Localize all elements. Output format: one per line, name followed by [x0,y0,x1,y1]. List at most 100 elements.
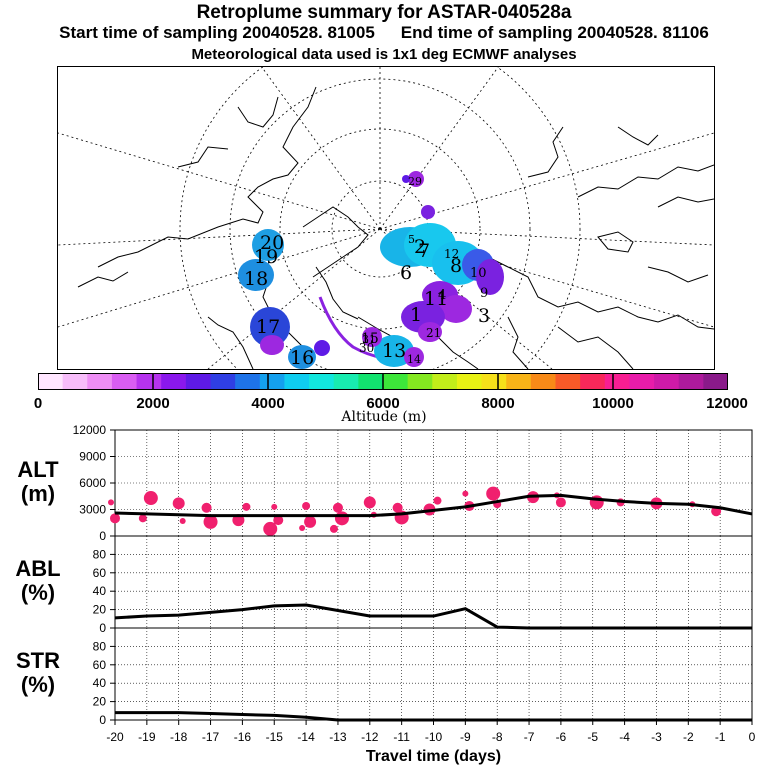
x-tick-label: -12 [361,730,379,744]
colorbar-swatch [87,373,113,390]
met-data-label: Meteorological data used is 1x1 deg ECMW… [191,46,577,63]
colorbar-swatch [62,373,88,390]
plume-label-29: 29 [408,175,422,188]
colorbar-tick: 0 [33,395,43,412]
altitude-dot [242,502,251,511]
x-tick-label: -7 [524,730,535,744]
plume-label-16: 16 [290,347,314,369]
x-tick-label: -1 [715,730,726,744]
plume-blob-17b [260,335,284,355]
time-series-plots: 030006000900012000ALT(m)020406080ABL(%)0… [15,423,755,765]
colorbar-swatch [161,373,187,390]
colorbar-swatch [432,373,458,390]
altitude-dot [110,513,120,524]
colorbar-swatch [629,373,655,390]
x-tick-label: -15 [266,730,284,744]
plume-label-13: 13 [382,340,406,362]
colorbar-swatch [654,373,680,390]
x-tick-label: -18 [170,730,188,744]
plume-blob-13 [374,335,414,367]
colorbar-swatch [259,373,285,390]
y-tick-label: 80 [93,639,107,653]
plume-label-9: 9 [480,286,488,301]
y-tick-label: 12000 [73,423,107,437]
y-tick-label: 0 [99,621,106,635]
x-tick-label: -20 [106,730,124,744]
y-tick-label: 40 [93,676,107,690]
altitude-dot [172,497,185,510]
altitude-dot [108,499,114,506]
colorbar-tick: 8000 [481,395,515,412]
plume-label-19: 19 [254,246,278,268]
altitude-dot [462,490,469,497]
plume-blob-15 [362,327,382,347]
chart-title: Retroplume summary for ASTAR-040528a [196,2,572,23]
colorbar-swatch [481,373,507,390]
retroplume-map: 20 19 18 17 16 15 14 13 12 11 10 9 8 7 6… [57,66,715,370]
altitude-dot [299,525,306,532]
plume-label-12: 12 [444,247,459,261]
altitude-dot [555,497,566,508]
colorbar-swatch [111,373,138,390]
x-tick-label: -4 [619,730,630,744]
colorbar-swatch [235,373,261,390]
colorbar-swatch [580,373,606,390]
x-tick-label: -13 [329,730,347,744]
y-axis-label: ALT [17,457,59,482]
altitude-dot [332,502,343,513]
y-tick-label: 80 [93,547,107,561]
plume-labels: 20 19 18 17 16 15 14 13 12 11 10 9 8 7 6… [244,175,490,369]
altitude-dot [334,511,349,526]
y-tick-label: 20 [93,695,107,709]
colorbar-swatch [185,373,211,390]
altitude-dot [433,496,442,505]
plume-label-3: 3 [478,305,490,327]
plume-label-2: 2 [414,236,426,258]
colorbar-tick: 2000 [136,395,170,412]
end-time-label: End time of sampling 20040528. 81106 [400,23,709,42]
plume-label-31: 31 [362,333,376,346]
altitude-dot [392,502,403,513]
y-axis-label: STR [16,648,60,673]
plume-label-10: 10 [470,266,487,281]
plume-blob-a [421,205,435,219]
altitude-dot [203,514,218,529]
y-tick-label: 0 [99,713,106,727]
y-tick-label: 0 [99,529,106,543]
x-tick-label: -9 [460,730,471,744]
colorbar-tick: 4000 [251,395,285,412]
colorbar-swatch [309,373,335,390]
altitude-dot [263,521,278,536]
x-tick-label: -16 [234,730,252,744]
plume-blob-17 [250,307,290,347]
colorbar-swatch [604,373,630,390]
plume-blob-18 [238,259,274,291]
sampling-times: Start time of sampling 20040528. 81005 En… [0,23,768,43]
y-axis-label: (%) [21,672,55,697]
plume-blobs [238,171,504,369]
y-tick-label: 6000 [79,476,106,490]
x-tick-label: -2 [683,730,694,744]
x-tick-label: -8 [492,730,503,744]
colorbar-swatch [358,373,384,390]
plume-blob-m [314,340,330,356]
x-tick-label: -5 [587,730,598,744]
plume-label-15: 15 [361,331,379,347]
altitude-colorbar [38,373,728,390]
colorbar-swatch [210,373,236,390]
plume-label-30: 30 [359,341,374,355]
colorbar-swatch [38,373,64,390]
colorbar-swatch [383,373,409,390]
series-line-alt [114,493,753,518]
altitude-dot [143,491,158,506]
x-tick-label: -14 [297,730,315,744]
x-tick-label: -10 [425,730,443,744]
altitude-dot [304,515,317,528]
map-coastlines [77,86,714,369]
colorbar-swatch [284,373,310,390]
plume-blob-16 [288,345,316,369]
colorbar-swatch [407,373,433,390]
colorbar-label: Altitude (m) [341,409,427,425]
map-svg: 20 19 18 17 16 15 14 13 12 11 10 9 8 7 6… [58,67,714,369]
y-tick-label: 60 [93,658,107,672]
